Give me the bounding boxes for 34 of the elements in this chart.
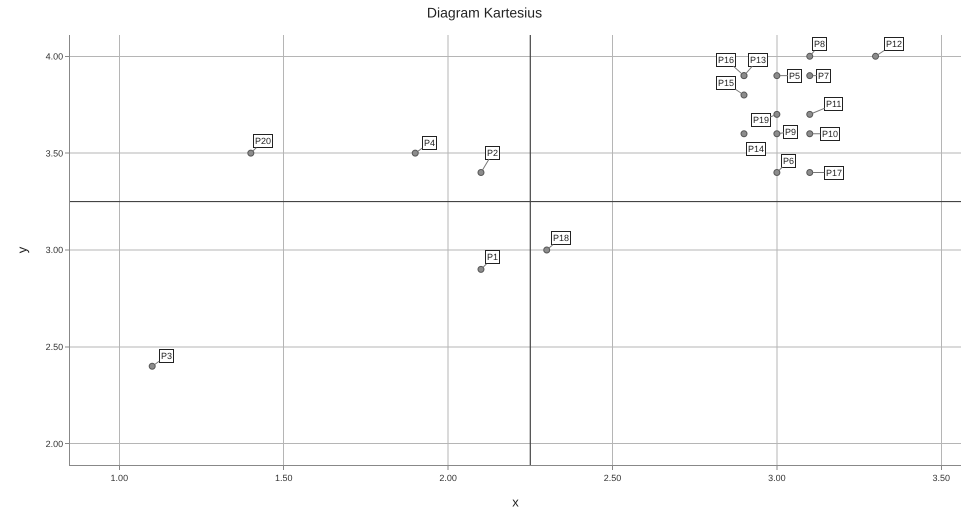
x-tick-label: 3.50 (932, 472, 950, 483)
annotation: P17 (826, 168, 842, 178)
x-tick-label: 3.00 (768, 472, 786, 483)
y-tick-label: 2.50 (46, 342, 64, 352)
chart-title: Diagram Kartesius (426, 4, 542, 21)
x-axis-title: x (512, 494, 520, 510)
annotation: P13 (750, 55, 766, 65)
annotation: P19 (753, 115, 770, 125)
y-tick-label: 2.00 (46, 438, 64, 449)
y-tick-label: 4.00 (46, 51, 64, 62)
annotation: P5 (789, 71, 800, 81)
annotation: P9 (785, 127, 796, 137)
annotation: P18 (553, 233, 570, 243)
y-tick-label: 3.50 (46, 148, 64, 158)
x-tick-label: 2.00 (439, 472, 457, 483)
annotation: P20 (255, 136, 272, 146)
annotation: P15 (718, 78, 734, 88)
annotation: P14 (748, 144, 764, 154)
annotation: P7 (818, 71, 830, 81)
x-tick-label: 1.50 (274, 472, 292, 483)
annotation: P16 (718, 55, 734, 65)
annotation: P11 (826, 99, 842, 109)
y-axis-title: y (14, 246, 30, 254)
annotation: P10 (822, 129, 838, 139)
annotation: P4 (424, 138, 436, 148)
annotation: P1 (487, 252, 498, 262)
x-tick-label: 2.50 (604, 472, 622, 483)
annotation: P3 (161, 351, 172, 361)
x-tick-label: 1.00 (110, 472, 128, 483)
y-tick-label: 3.00 (46, 245, 64, 256)
annotation: P6 (783, 156, 794, 166)
annotation: P8 (814, 39, 826, 49)
annotation: P2 (487, 148, 498, 158)
annotation: P12 (886, 39, 902, 49)
